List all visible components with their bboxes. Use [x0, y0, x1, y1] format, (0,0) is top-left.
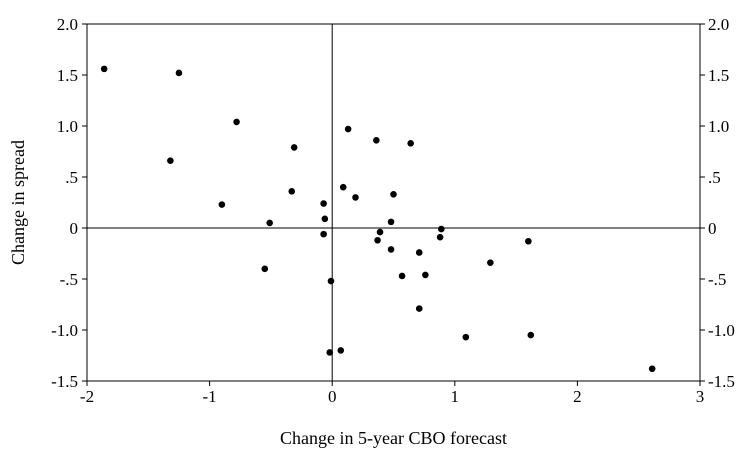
scatter-point: [344, 125, 352, 133]
scatter-point: [374, 236, 381, 244]
y-tick-label-left: .5: [65, 168, 78, 187]
y-tick-label-left: 1.5: [57, 66, 78, 85]
scatter-point: [390, 191, 397, 198]
scatter-point: [233, 118, 240, 126]
scatter-point: [337, 347, 345, 354]
scatter-point: [266, 219, 273, 227]
scatter-point: [339, 183, 347, 191]
scatter-point: [352, 194, 359, 201]
scatter-point: [438, 225, 445, 233]
scatter-point: [326, 349, 334, 356]
scatter-point: [100, 65, 108, 73]
scatter-point: [415, 249, 423, 256]
y-tick-label-right: -1.0: [708, 321, 735, 340]
scatter-point: [398, 272, 406, 280]
y-tick-label-left: 1.0: [57, 117, 78, 136]
x-tick-label: 1: [451, 387, 460, 406]
y-tick-label-right: -.5: [708, 270, 726, 289]
scatter-point: [373, 136, 380, 144]
y-tick-label-left: -.5: [60, 270, 78, 289]
plot-area-frame: [86, 23, 701, 382]
data-points: [100, 65, 656, 373]
scatter-point: [436, 233, 444, 241]
scatter-point: [487, 259, 494, 266]
scatter-point: [327, 277, 335, 285]
y-tick-label-left: 0: [70, 219, 79, 238]
y-tick-label-right: 1.5: [708, 66, 729, 85]
axis-ticks: -2 -1 0 1 2 3-1.5 -1.5-1.0 -1.0-.5 -.50 0.5.51.0 1…: [51, 15, 735, 406]
scatter-point: [407, 140, 414, 147]
y-tick-label-right: 2.0: [708, 15, 729, 34]
x-tick-label: 0: [328, 387, 337, 406]
y-tick-label-right: -1.5: [708, 372, 735, 391]
y-tick-label-right: 1.0: [708, 117, 729, 136]
y-tick-label-left: 2.0: [57, 15, 78, 34]
scatter-point: [527, 331, 535, 339]
scatter-point: [462, 333, 470, 341]
scatter-point: [175, 69, 183, 77]
scatter-point: [290, 144, 298, 151]
scatter-point: [376, 228, 384, 236]
y-tick-label-left: -1.5: [51, 372, 78, 391]
y-axis-title: Change in spread: [8, 140, 28, 265]
x-tick-label: -1: [203, 387, 217, 406]
scatter-point: [387, 218, 395, 226]
x-tick-label: -2: [80, 387, 94, 406]
y-tick-label-left: -1.0: [51, 321, 78, 340]
scatter-point: [321, 215, 329, 223]
scatter-point: [218, 201, 226, 208]
scatter-point: [648, 365, 656, 373]
y-tick-label-right: 0: [708, 219, 717, 238]
x-tick-label: 3: [696, 387, 705, 406]
scatter-point: [320, 230, 327, 238]
y-tick-label-right: .5: [708, 168, 721, 187]
x-axis-title: Change in 5-year CBO forecast: [280, 428, 507, 448]
scatter-point: [387, 246, 395, 253]
x-tick-label: 2: [573, 387, 582, 406]
scatter-point: [422, 271, 429, 279]
scatter-point: [288, 187, 296, 195]
scatter-point: [415, 305, 423, 312]
scatter-point: [320, 200, 327, 207]
scatter-point: [167, 157, 174, 164]
scatter-point: [261, 265, 269, 273]
scatter-point: [525, 237, 532, 245]
